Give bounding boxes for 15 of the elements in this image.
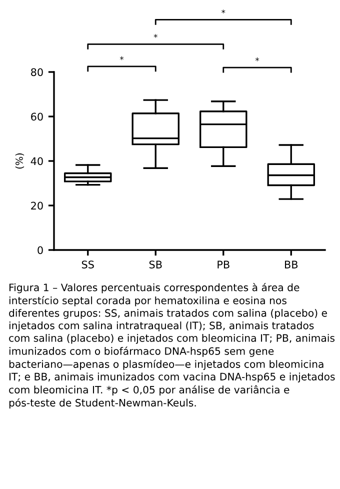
y-tick-label: 40 — [30, 157, 43, 166]
text: Figura 1 – Valores percentuais correspondentes à área de interstício septal corada por hematoxilina e eosina nos diferentes grupos: SS, animais tratados com salina (placebo) e injetados com salina intratraqueal (IT); SB, animais tratados com salina (placebo) e injetados com bleomicina IT; PB, animais imunizados com o biofármaco DNA-hsp65 sem gene bacteriano—apenas o plasmídeo—e injetados com bleomicina IT; e BB, animais imunizados com vacina DNA-hsp65 e injetados com bleomicina IT. *p < 0,05 por análise de variância e pós-teste de Student-Newman-Keuls. — [9, 283, 335, 409]
text: * — [222, 10, 226, 14]
y-axis-title: (%) — [15, 153, 24, 169]
y-tick-label: 80 — [31, 68, 43, 76]
x-tick-label: PB — [218, 260, 230, 268]
y-tick-label: 0 — [38, 246, 43, 254]
y-tick-label: 60 — [31, 112, 43, 121]
text: * — [255, 57, 260, 62]
x-tick-label: BB — [285, 260, 298, 268]
text: * — [154, 34, 158, 38]
x-tick-label: SB — [149, 260, 162, 268]
text: * — [120, 56, 124, 60]
y-tick-label: 20 — [31, 202, 43, 210]
x-tick-label: SS — [82, 260, 94, 268]
